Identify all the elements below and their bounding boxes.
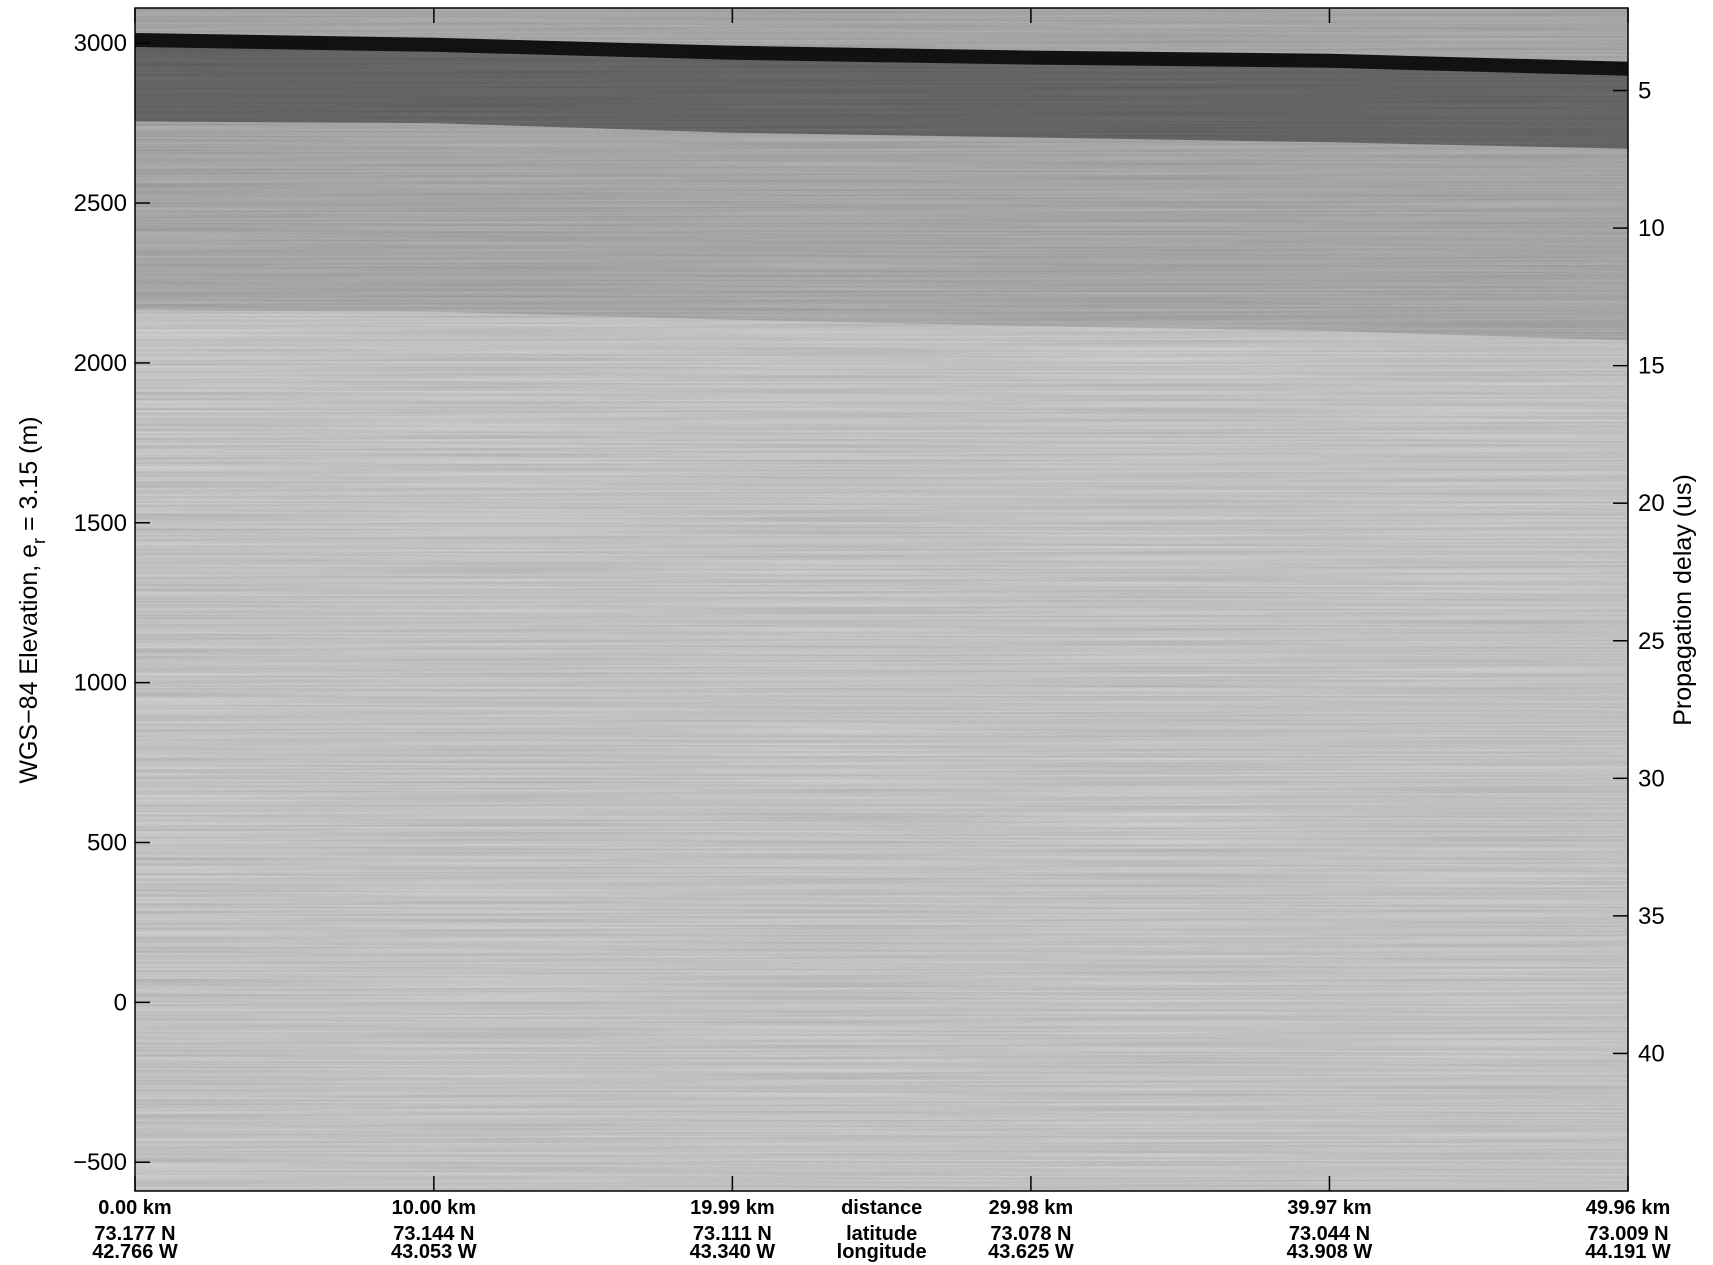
- right-tick-label: 20: [1638, 490, 1665, 517]
- left-tick-label: 0: [114, 989, 127, 1016]
- longitude-label: 43.340 W: [690, 1241, 776, 1263]
- latitude-label: 73.111 N: [693, 1223, 772, 1245]
- right-tick-label: 10: [1638, 215, 1665, 242]
- distance-label: 19.99 km: [690, 1197, 775, 1219]
- right-tick-label: 15: [1638, 353, 1665, 380]
- latitude-label: 73.009 N: [1587, 1223, 1668, 1245]
- distance-label: 29.98 km: [989, 1197, 1074, 1219]
- latitude-label: 73.078 N: [990, 1223, 1071, 1245]
- distance-label: 10.00 km: [392, 1197, 477, 1219]
- left-tick-label: 1000: [74, 670, 127, 697]
- left-tick-label: −500: [73, 1149, 127, 1176]
- latitude-label: 73.177 N: [94, 1223, 175, 1245]
- right-tick-label: 40: [1638, 1040, 1665, 1067]
- distance-label: 39.97 km: [1287, 1197, 1372, 1219]
- left-axis-title: WGS−84 Elevation, er = 3.15 (m): [15, 416, 49, 783]
- right-axis-title: Propagation delay (us): [1669, 474, 1697, 726]
- distance-label: 0.00 km: [98, 1197, 171, 1219]
- left-tick-label: 500: [87, 829, 127, 856]
- longitude-label: 43.625 W: [988, 1241, 1074, 1263]
- x-axis-ticks: [134, 8, 1629, 1191]
- right-tick-label: 30: [1638, 765, 1665, 792]
- distance-row-name: distance: [841, 1197, 922, 1219]
- latitude-row-name: latitude: [846, 1223, 917, 1245]
- left-axis-ticks: 3000 2500 2000 1500 1000 500 0 −500: [73, 30, 150, 1176]
- latitude-label: 73.044 N: [1289, 1223, 1370, 1245]
- left-tick-label: 2000: [74, 350, 127, 377]
- geo-labels: 0.00 km 10.00 km 19.99 km 29.98 km 39.97 km 4…: [92, 1197, 1671, 1263]
- left-tick-label: 3000: [74, 30, 127, 57]
- longitude-label: 43.908 W: [1287, 1241, 1373, 1263]
- plot-frame: [134, 7, 1629, 1192]
- distance-label: 49.96 km: [1586, 1197, 1671, 1219]
- latitude-label: 73.144 N: [393, 1223, 474, 1245]
- longitude-label: 44.191 W: [1585, 1241, 1671, 1263]
- right-tick-label: 25: [1638, 628, 1665, 655]
- right-tick-label: 35: [1638, 903, 1665, 930]
- right-tick-label: 5: [1638, 78, 1651, 105]
- left-tick-label: 2500: [74, 190, 127, 217]
- radargram-image: [135, 8, 1628, 1191]
- longitude-row-name: longitude: [837, 1241, 927, 1263]
- longitude-label: 43.053 W: [391, 1241, 477, 1263]
- left-tick-label: 1500: [74, 510, 127, 537]
- longitude-label: 42.766 W: [92, 1241, 178, 1263]
- right-axis-ticks: 5 10 15 20 25 30 35 40: [1613, 78, 1665, 1067]
